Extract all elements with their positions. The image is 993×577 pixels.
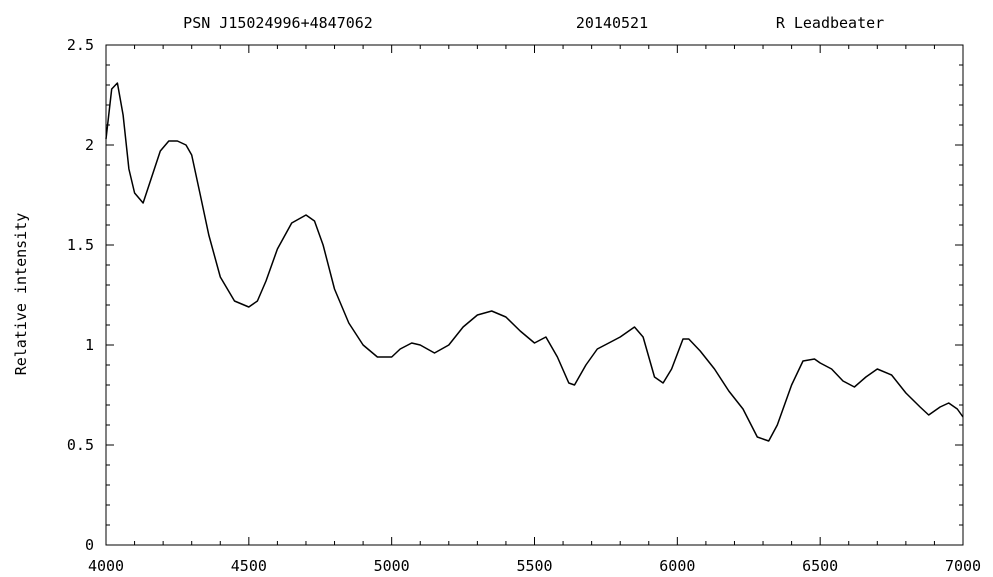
tick-labels: 4000 4500 5000 5500 6000 6500 7000 0 0.5 1 1.5 2 2.5: [67, 36, 981, 575]
y-tick-label: 1.5: [67, 236, 94, 254]
y-tick-label: 2.5: [67, 36, 94, 54]
x-tick-label: 5500: [516, 557, 552, 575]
x-tick-label: 6000: [659, 557, 695, 575]
y-axis-label: Relative intensity: [12, 213, 30, 376]
axis-ticks: [105, 44, 964, 546]
x-tick-label: 5000: [374, 557, 410, 575]
chart-title-date: 20140521: [576, 14, 648, 32]
x-tick-label: 4500: [231, 557, 267, 575]
plot-frame: [105, 44, 964, 546]
y-tick-label: 2: [85, 136, 94, 154]
y-tick-label: 0.5: [67, 436, 94, 454]
spectrum-line: [105, 82, 964, 442]
y-tick-label: 1: [85, 336, 94, 354]
x-tick-label: 7000: [945, 557, 981, 575]
x-tick-label: 6500: [802, 557, 838, 575]
chart-title-observer: R Leadbeater: [776, 14, 884, 32]
y-tick-label: 0: [85, 536, 94, 554]
chart-title-object: PSN J15024996+4847062: [183, 14, 373, 32]
x-tick-label: 4000: [88, 557, 124, 575]
